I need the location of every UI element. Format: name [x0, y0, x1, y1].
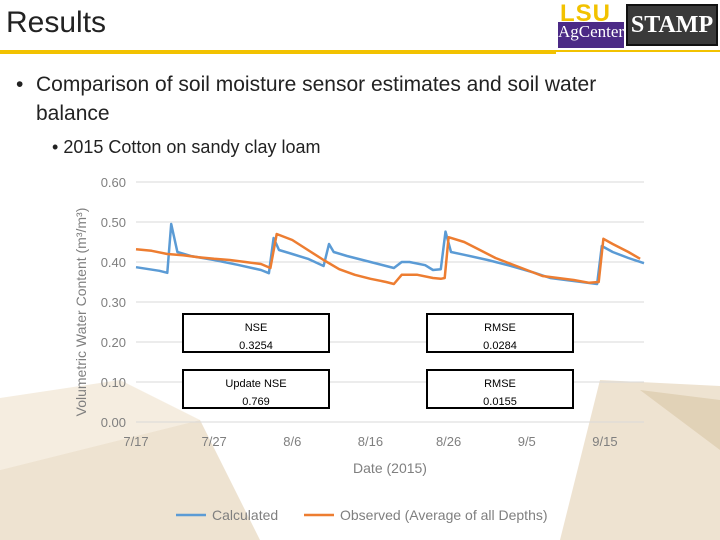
rmse-label: RMSE — [484, 322, 516, 334]
x-tick-label: 7/27 — [201, 434, 226, 449]
nse-value: 0.3254 — [239, 340, 273, 352]
x-tick-label: 7/17 — [123, 434, 148, 449]
y-tick-label: 0.00 — [101, 415, 126, 430]
nse-label: NSE — [244, 322, 268, 334]
title-underline-thin — [556, 50, 720, 52]
legend-calculated-label: Calculated — [212, 507, 278, 523]
update-nse-label: Update NSE — [225, 378, 287, 390]
y-tick-label: 0.40 — [101, 255, 126, 270]
x-tick-label: 8/16 — [358, 434, 383, 449]
bullet-sub-marker: • — [52, 137, 59, 157]
rmse-box: RMSE 0.0284 — [426, 313, 574, 353]
chart-series — [135, 222, 645, 286]
update-nse-value: 0.769 — [242, 396, 270, 408]
nse-box: NSE 0.3254 — [182, 313, 330, 353]
x-tick-label: 8/26 — [436, 434, 461, 449]
y-tick-label: 0.50 — [101, 215, 126, 230]
calculated-line — [135, 222, 645, 286]
update-nse-box: Update NSE 0.769 — [182, 369, 330, 409]
y-tick-label: 0.30 — [101, 295, 126, 310]
x-tick-labels: 7/17 7/27 8/6 8/16 8/26 9/5 9/15 — [123, 434, 617, 449]
bullet-main-text: Comparison of soil moisture sensor estim… — [36, 73, 597, 125]
stamp-logo: STAMP — [626, 4, 718, 46]
y-axis-label: Volumetric Water Content (m³/m³) — [73, 208, 89, 417]
rmse-value: 0.0284 — [483, 340, 517, 352]
bullet-marker: • — [16, 73, 24, 96]
rmse2-box: RMSE 0.0155 — [426, 369, 574, 409]
bullet-sub: • 2015 Cotton on sandy clay loam — [52, 137, 321, 158]
x-tick-label: 9/5 — [518, 434, 536, 449]
bullet-sub-text: 2015 Cotton on sandy clay loam — [63, 137, 321, 157]
observed-line — [135, 232, 641, 286]
decorative-background — [0, 380, 720, 540]
legend-observed-label: Observed (Average of all Depths) — [340, 507, 548, 523]
rmse2-value: 0.0155 — [483, 396, 517, 408]
logo-tagline-bar — [558, 42, 624, 48]
y-tick-labels: 0.00 0.10 0.20 0.30 0.40 0.50 0.60 — [101, 175, 126, 430]
y-tick-label: 0.10 — [101, 375, 126, 390]
lsu-agcenter-logo: LSU AgCenter — [552, 0, 624, 50]
y-tick-label: 0.20 — [101, 335, 126, 350]
x-axis-label: Date (2015) — [353, 460, 427, 476]
y-tick-label: 0.60 — [101, 175, 126, 190]
chart-legend: Calculated Observed (Average of all Depth… — [176, 507, 548, 523]
title-underline — [0, 50, 556, 54]
x-tick-label: 9/15 — [592, 434, 617, 449]
agcenter-logo-text: AgCenter — [558, 22, 625, 42]
rmse2-label: RMSE — [484, 378, 516, 390]
x-tick-label: 8/6 — [283, 434, 301, 449]
page-title: Results — [6, 6, 107, 39]
